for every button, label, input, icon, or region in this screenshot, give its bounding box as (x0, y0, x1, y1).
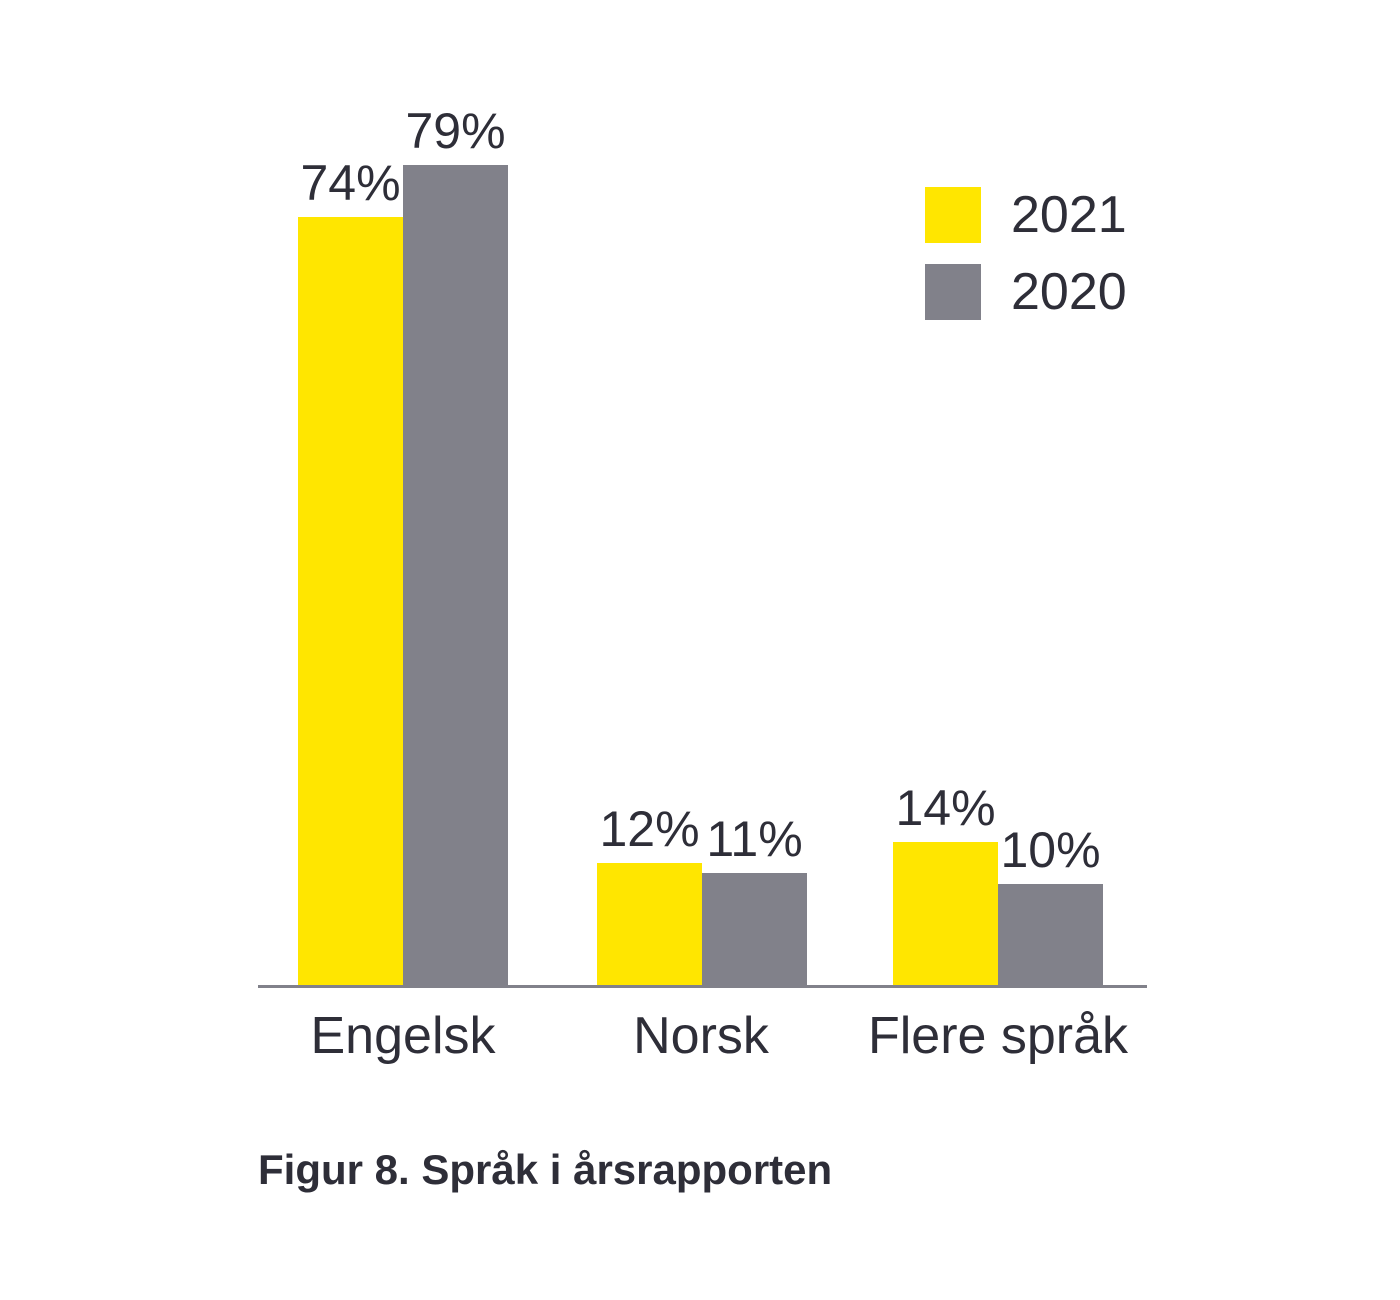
bar-2021-norsk: 12% (597, 802, 702, 988)
x-axis-line (258, 985, 1147, 988)
value-label-2020-engelsk: 79% (405, 103, 506, 159)
category-label-engelsk: Engelsk (310, 1007, 496, 1065)
bar-2021-flere-sprak: 14% (893, 781, 998, 988)
legend-item-2021: 2021 (925, 187, 1127, 243)
bar-group-engelsk: 74% 79% (298, 104, 508, 988)
category-label-norsk: Norsk (633, 1007, 769, 1065)
bar-group-flere-sprak: 14% 10% (893, 781, 1103, 988)
figure-caption: Figur 8. Språk i årsrapporten (258, 1146, 833, 1193)
value-label-2020-norsk: 11% (706, 811, 803, 867)
value-label-2021-engelsk: 74% (300, 155, 401, 211)
legend: 2021 2020 (925, 187, 1127, 320)
legend-label-2020: 2020 (1011, 263, 1127, 321)
legend-label-2021: 2021 (1011, 186, 1127, 244)
legend-swatch-2021 (925, 187, 981, 243)
bar-2020-flere-sprak: 10% (998, 823, 1103, 988)
value-label-2021-norsk: 12% (599, 801, 700, 857)
legend-swatch-2020 (925, 264, 981, 320)
bar-2020-norsk: 11% (702, 812, 807, 988)
bar-2020-engelsk: 79% (403, 104, 508, 988)
legend-item-2020: 2020 (925, 264, 1127, 320)
category-label-flere-sprak: Flere språk (867, 1007, 1129, 1065)
bar-group-norsk: 12% 11% (597, 802, 807, 988)
value-label-2021-flere-sprak: 14% (895, 780, 996, 836)
value-label-2020-flere-sprak: 10% (1000, 822, 1101, 878)
bar-2021-engelsk: 74% (298, 156, 403, 988)
